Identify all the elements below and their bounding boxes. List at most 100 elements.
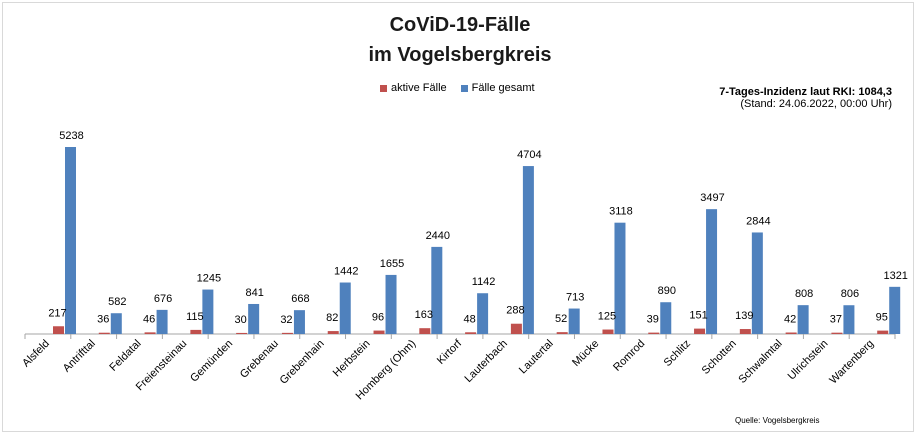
bar-active <box>419 328 431 334</box>
bar-total <box>568 308 580 334</box>
bar-active <box>98 332 110 334</box>
data-label-total: 3118 <box>609 206 633 218</box>
data-label-total: 1655 <box>380 258 404 270</box>
category-label: Schotten <box>700 338 739 377</box>
data-label-active: 42 <box>784 314 796 326</box>
category-label: Gemünden <box>188 338 235 385</box>
bar-total <box>202 289 214 334</box>
category-label: Herbstein <box>331 338 373 380</box>
data-label-active: 48 <box>463 313 475 325</box>
data-label-active: 37 <box>830 314 842 326</box>
bar-total <box>751 232 763 334</box>
legend-item-total: Fälle gesamt <box>460 82 535 94</box>
bar-total <box>477 293 489 334</box>
source-note: Quelle: Vogelsbergkreis <box>735 416 820 425</box>
data-label-total: 676 <box>154 293 172 305</box>
data-label-total: 1142 <box>472 276 496 288</box>
data-label-active: 46 <box>143 313 155 325</box>
legend-label-total: Fälle gesamt <box>471 82 535 94</box>
data-label-active: 39 <box>647 314 659 326</box>
chart-title-line2: im Vogelsbergkreis <box>368 44 552 66</box>
data-label-total: 2844 <box>746 215 770 227</box>
category-label: Romrod <box>611 338 647 374</box>
legend-swatch-total <box>460 84 468 92</box>
data-label-total: 1245 <box>197 273 221 285</box>
data-label-total: 582 <box>108 296 126 308</box>
bar-active <box>739 329 751 334</box>
data-label-active: 151 <box>689 310 707 322</box>
bar-total <box>431 246 443 334</box>
data-label-active: 217 <box>48 307 66 319</box>
category-label: Schlitz <box>662 338 693 369</box>
bar-active <box>327 331 339 334</box>
data-label-total: 5238 <box>59 130 83 142</box>
chart-frame <box>2 2 914 432</box>
bar-total <box>293 310 305 334</box>
data-label-active: 32 <box>280 314 292 326</box>
legend-swatch-active <box>380 84 387 92</box>
bar-active <box>144 332 156 334</box>
category-label: Grebenau <box>238 338 281 381</box>
data-label-total: 668 <box>291 293 309 305</box>
category-label: Feldatal <box>107 338 143 374</box>
bar-active <box>373 330 385 334</box>
data-label-active: 163 <box>415 309 433 321</box>
bar-active <box>510 323 522 334</box>
bar-active <box>190 329 202 334</box>
data-label-active: 288 <box>506 305 524 317</box>
data-label-total: 808 <box>795 288 813 300</box>
bar-total <box>522 166 534 334</box>
bar-total <box>339 282 351 334</box>
data-label-total: 2440 <box>426 230 450 242</box>
data-label-active: 115 <box>186 311 204 323</box>
legend-item-active: aktive Fälle <box>380 82 447 94</box>
bar-active <box>877 330 889 334</box>
data-label-total: 1442 <box>334 266 358 278</box>
category-label: Mücke <box>570 338 601 369</box>
bar-total <box>385 274 397 334</box>
category-label: Grebenhain <box>278 338 327 387</box>
data-label-active: 52 <box>555 313 567 325</box>
incidence-box: 7-Tages-Inzidenz laut RKI: 1084,3 (Stand… <box>719 86 892 110</box>
bar-active <box>465 332 477 334</box>
data-label-active: 36 <box>97 314 109 326</box>
bar-active <box>556 332 568 334</box>
bar-total <box>889 286 901 334</box>
bar-total <box>248 303 260 334</box>
bar-total <box>614 222 626 334</box>
incidence-text: 7-Tages-Inzidenz laut RKI: 1084,3 <box>719 86 892 98</box>
bar-active <box>602 329 614 334</box>
bar-active <box>236 332 248 334</box>
category-label: Wartenberg <box>827 338 876 387</box>
data-label-active: 125 <box>598 311 616 323</box>
data-label-active: 82 <box>326 312 338 324</box>
category-label: Schwalmtal <box>736 338 784 386</box>
data-label-total: 841 <box>245 287 263 299</box>
bar-total <box>843 305 855 334</box>
category-label: Alsfeld <box>20 338 52 370</box>
bar-total <box>65 147 76 334</box>
bar-active <box>694 328 706 334</box>
data-label-total: 1321 <box>883 270 907 282</box>
bar-total <box>156 309 168 334</box>
chart-legend: aktive Fälle Fälle gesamt <box>380 82 543 94</box>
data-label-active: 95 <box>876 312 888 324</box>
data-label-total: 713 <box>566 292 584 304</box>
stand-text: (Stand: 24.06.2022, 00:00 Uhr) <box>740 98 892 110</box>
bar-total <box>110 313 122 334</box>
bar-total <box>706 209 718 334</box>
data-label-active: 30 <box>235 314 247 326</box>
data-label-total: 4704 <box>517 149 541 161</box>
data-label-active: 139 <box>735 310 753 322</box>
data-label-total: 3497 <box>700 192 724 204</box>
bar-total <box>660 302 672 334</box>
bar-total <box>797 305 809 334</box>
category-label: Antrifttal <box>61 338 98 375</box>
legend-label-active: aktive Fälle <box>391 82 447 94</box>
bar-active <box>281 332 293 334</box>
bar-active <box>648 332 660 334</box>
bar-active <box>785 332 797 334</box>
bar-active <box>831 332 843 334</box>
data-label-total: 806 <box>841 288 859 300</box>
